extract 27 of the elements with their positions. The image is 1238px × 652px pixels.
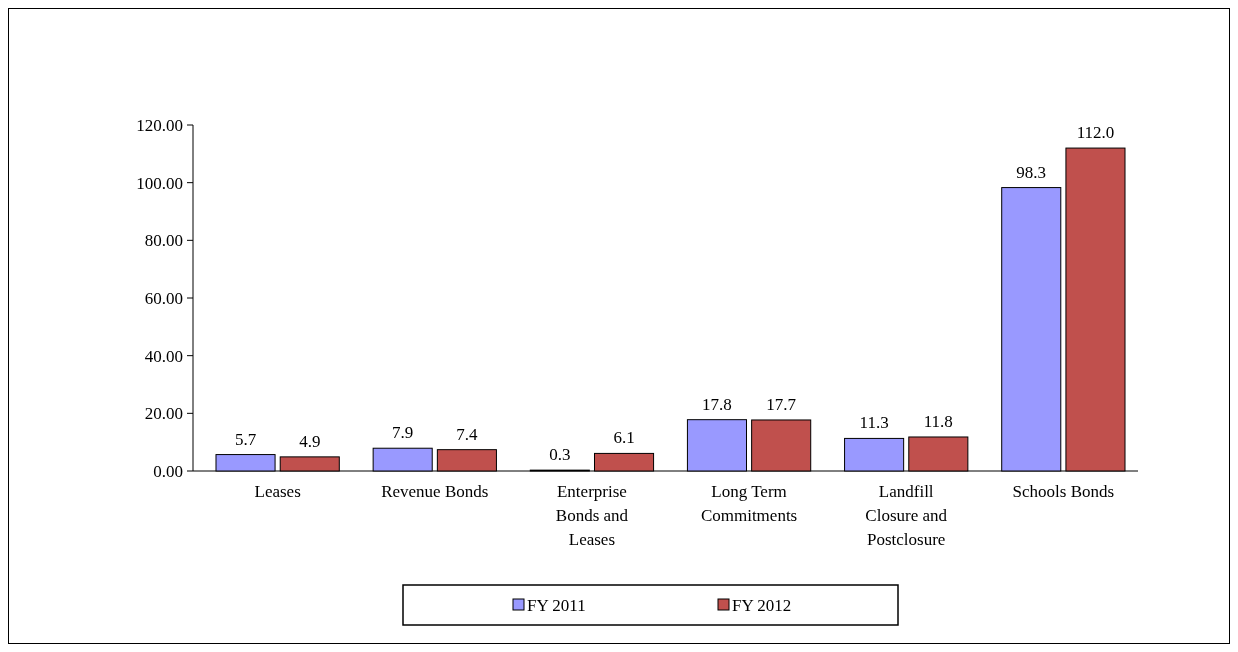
x-tick-label: Landfill Closure and Postclosure	[865, 482, 948, 549]
data-label: 98.3	[1016, 162, 1047, 182]
data-label: 7.9	[392, 423, 414, 443]
y-tick-label: 20.00	[144, 404, 183, 424]
data-label: 0.3	[549, 445, 571, 465]
y-tick-label: 100.00	[136, 173, 183, 193]
data-label: 17.8	[702, 394, 732, 414]
x-tick-label: Schools Bonds	[1012, 482, 1115, 501]
legend-label: FY 2011	[527, 595, 586, 615]
data-label: 11.8	[923, 411, 953, 431]
x-tick-label: Leases	[254, 482, 301, 501]
y-tick-label: 120.00	[136, 115, 183, 135]
data-label: 7.4	[456, 424, 479, 444]
legend-label: FY 2012	[732, 595, 792, 615]
data-label: 6.1	[613, 428, 635, 448]
y-tick-label: 0.00	[153, 461, 183, 481]
data-label: 112.0	[1076, 123, 1115, 143]
y-tick-label: 80.00	[144, 231, 183, 251]
x-tick-label: Enterprise Bonds and Leases	[555, 482, 629, 549]
data-label: 11.3	[859, 413, 889, 433]
x-tick-label: Revenue Bonds	[381, 482, 489, 501]
data-label: 4.9	[299, 431, 321, 451]
y-tick-label: 40.00	[144, 346, 183, 366]
x-tick-label: Long Term Commitments	[700, 482, 798, 525]
y-tick-label: 60.00	[144, 288, 183, 308]
data-label: 5.7	[234, 429, 257, 449]
data-label: 17.7	[766, 394, 797, 414]
